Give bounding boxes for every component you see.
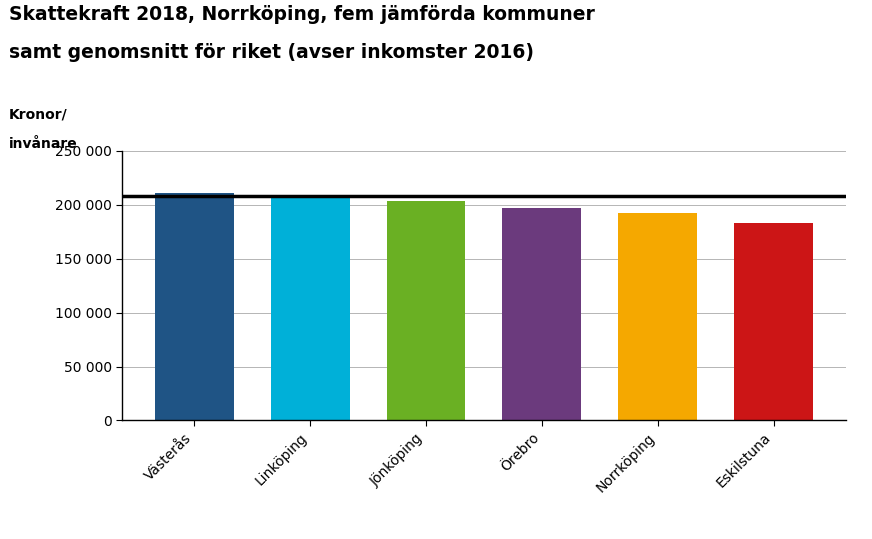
Text: samt genomsnitt för riket (avser inkomster 2016): samt genomsnitt för riket (avser inkomst… xyxy=(9,43,534,62)
Text: Skattekraft 2018, Norrköping, fem jämförda kommuner: Skattekraft 2018, Norrköping, fem jämför… xyxy=(9,5,595,24)
Bar xyxy=(618,213,697,420)
Bar xyxy=(271,198,350,420)
Text: invånare: invånare xyxy=(9,137,78,151)
Text: Kronor/: Kronor/ xyxy=(9,108,67,122)
Bar xyxy=(386,201,466,420)
Bar xyxy=(155,193,234,420)
Bar xyxy=(734,223,813,420)
Bar xyxy=(502,208,582,420)
